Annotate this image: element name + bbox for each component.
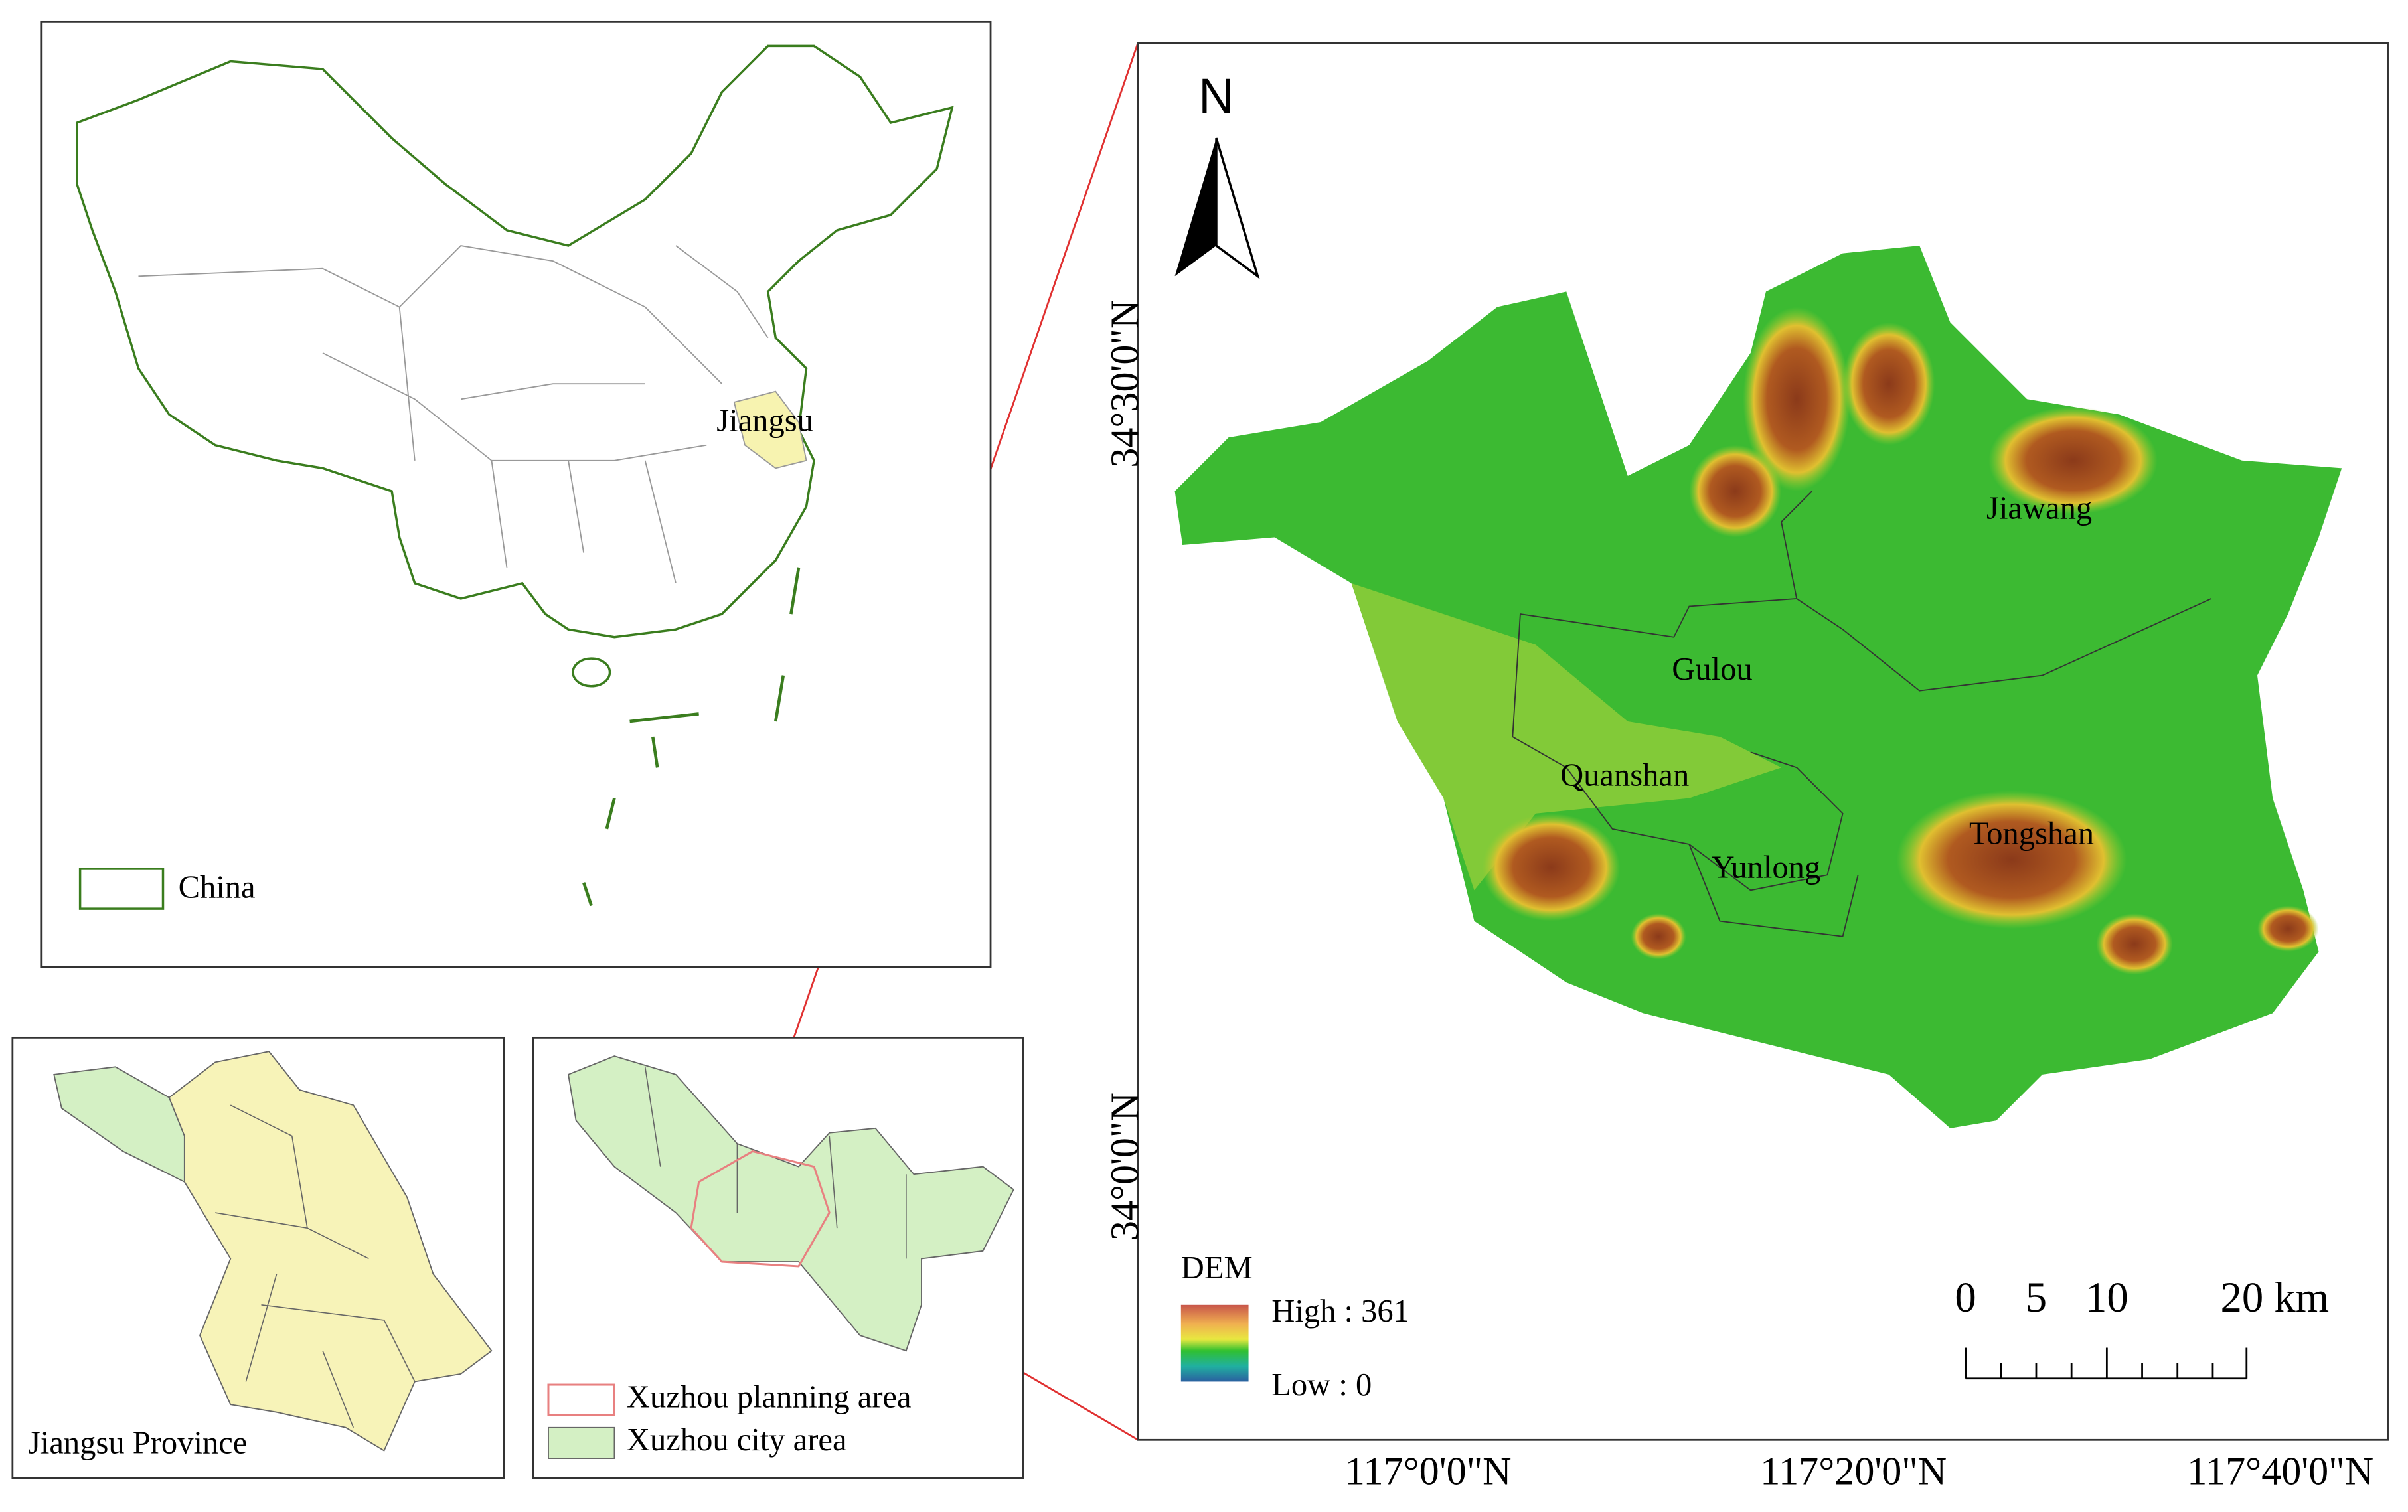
legend-label: Low : 0: [1271, 1367, 1372, 1402]
scale-label: 5: [2026, 1274, 2047, 1322]
scale-label: 10: [2085, 1274, 2128, 1322]
legend-label: China: [179, 869, 256, 905]
dem-ramp: [1180, 1304, 1249, 1382]
scale-bar: [1965, 1347, 2248, 1380]
legend-label: Xuzhou planning area: [627, 1379, 912, 1414]
islands: [582, 567, 801, 907]
province-boundaries: [138, 245, 769, 584]
legend-title: DEM: [1181, 1250, 1253, 1286]
district-label: Gulou: [1672, 651, 1752, 687]
lat-label: 34°30'0"N: [1103, 300, 1147, 468]
district-boundaries: [1512, 491, 2212, 937]
district-label: Jiawang: [1986, 490, 2092, 526]
city-boundaries: [214, 1104, 416, 1428]
xuzhou-panel: Xuzhou planning area Xuzhou city area: [532, 1036, 1024, 1479]
china-panel: Jiangsu China: [40, 20, 992, 968]
planning-area: [690, 1150, 831, 1268]
dem-lowland: [1351, 583, 1782, 891]
panel-title: Jiangsu Province: [28, 1425, 247, 1461]
hainan: [572, 657, 611, 688]
legend-label: Xuzhou city area: [627, 1422, 847, 1458]
district-label: Yunlong: [1712, 849, 1821, 885]
legend-swatch: [78, 868, 165, 910]
district-label: Quanshan: [1560, 757, 1689, 793]
province-label: Jiangsu: [716, 402, 813, 438]
legend-label: High : 361: [1271, 1293, 1409, 1329]
lat-label: 34°0'0"N: [1103, 1093, 1147, 1241]
dem-hills: [1482, 307, 2319, 975]
district-label: Tongshan: [1969, 816, 2094, 852]
legend-swatch: [548, 1426, 615, 1459]
china-outline: [76, 44, 954, 639]
jiangsu-highlight: [733, 390, 807, 469]
scale-label: 20 km: [2221, 1274, 2330, 1322]
main-map: N 34°30'0"N 34°0'0"N 117°0'0"N 117°20'0"…: [1103, 42, 2389, 1493]
county-boundaries: [644, 1067, 907, 1259]
north-arrow: [1215, 137, 1260, 279]
lon-label: 117°0'0"N: [1345, 1449, 1512, 1493]
lon-label: 117°40'0"N: [2187, 1449, 2373, 1493]
scale-label: 0: [1955, 1274, 1976, 1322]
lon-label: 117°20'0"N: [1760, 1449, 1947, 1493]
north-label: N: [1198, 68, 1234, 123]
jiangsu-panel: Jiangsu Province: [11, 1036, 505, 1479]
legend-swatch: [547, 1383, 615, 1416]
